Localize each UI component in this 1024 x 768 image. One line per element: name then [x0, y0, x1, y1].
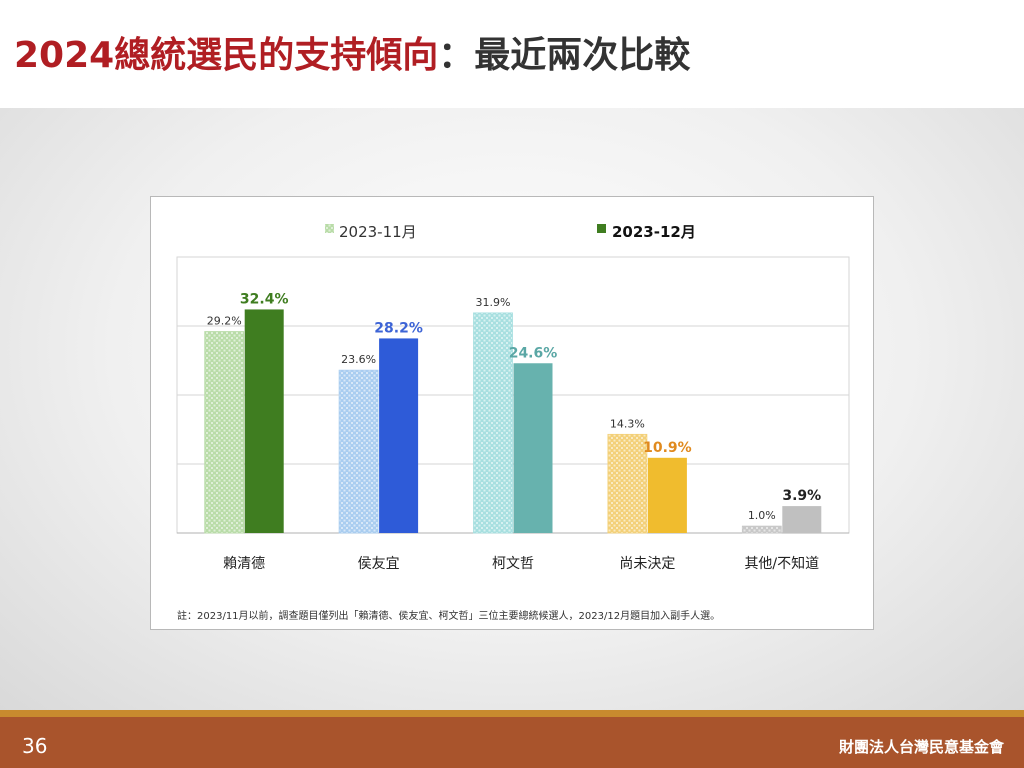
bar-2023-12-0 — [244, 309, 284, 533]
category-label-3: 尚未決定 — [619, 556, 675, 572]
category-label-4: 其他/不知道 — [744, 555, 819, 572]
bar-chart: 29.2% 32.4% 賴清德 23.6% 28.2% 侯友宜 31.9% 24.6% 柯文哲 1… — [176, 223, 850, 622]
bar-pattern-2023-11-0 — [204, 331, 245, 534]
data-label-2023-12-1: 28.2% — [374, 320, 423, 336]
legend-swatch-2023-12 — [597, 224, 606, 233]
legend-label-2023-11: 2023-11月 — [339, 223, 417, 241]
bar-2023-12-1 — [379, 338, 419, 533]
chart-note: 註：2023/11月以前，調查題目僅列出「賴清德、侯友宜、柯文哲」三位主要總統候… — [177, 609, 720, 622]
data-label-2023-11-4: 1.0% — [748, 509, 776, 522]
category-label-1: 侯友宜 — [358, 556, 400, 572]
footer-bar: 36 財團法人台灣民意基金會 — [0, 710, 1024, 768]
organization-name: 財團法人台灣民意基金會 — [838, 738, 1004, 756]
bar-2023-12-4 — [782, 506, 822, 533]
slide-title-sub: ：最近兩次比較 — [438, 35, 691, 76]
bar-pattern-2023-11-2 — [473, 312, 513, 534]
footer-stripe — [0, 710, 1024, 717]
page-number: 36 — [22, 734, 48, 758]
data-label-2023-12-2: 24.6% — [509, 345, 558, 361]
data-label-2023-11-1: 23.6% — [341, 353, 376, 366]
chart-panel: 29.2% 32.4% 賴清德 23.6% 28.2% 侯友宜 31.9% 24.6% 柯文哲 1… — [150, 196, 874, 630]
data-label-2023-11-2: 31.9% — [476, 296, 511, 309]
title-bar: 2024總統選民的支持傾向：最近兩次比較 — [0, 0, 1024, 108]
bar-2023-12-3 — [647, 457, 687, 533]
slide-title: 2024總統選民的支持傾向：最近兩次比較 — [14, 26, 690, 78]
slide-title-main: 2024總統選民的支持傾向 — [14, 35, 439, 76]
bar-2023-12-2 — [513, 363, 553, 533]
bar-pattern-2023-11-1 — [338, 369, 379, 534]
category-label-0: 賴清德 — [223, 556, 265, 572]
category-label-2: 柯文哲 — [492, 556, 534, 572]
legend-swatch-pattern-2023-11 — [325, 224, 334, 233]
data-label-2023-12-4: 3.9% — [782, 488, 821, 504]
data-label-2023-11-0: 29.2% — [207, 315, 242, 328]
data-label-2023-12-0: 32.4% — [240, 291, 289, 307]
bar-pattern-2023-11-3 — [607, 433, 648, 534]
bar-pattern-2023-11-4 — [741, 525, 782, 534]
data-label-2023-11-3: 14.3% — [610, 417, 645, 430]
legend-label-2023-12: 2023-12月 — [612, 223, 696, 241]
data-label-2023-12-3: 10.9% — [643, 440, 692, 456]
